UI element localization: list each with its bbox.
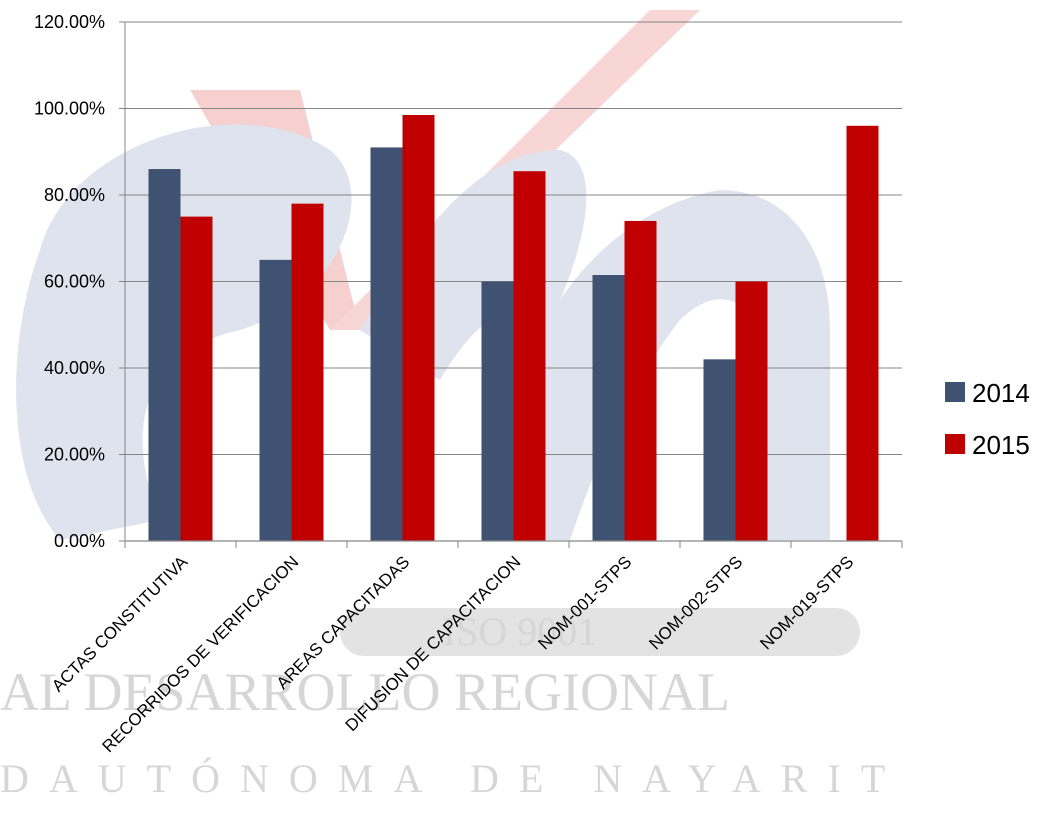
y-tick-label: 80.00% — [44, 185, 105, 205]
bar-2015 — [402, 114, 435, 542]
bar-2014 — [148, 169, 181, 542]
y-tick-label: 0.00% — [54, 531, 105, 551]
bar-2014 — [370, 147, 403, 542]
watermark-line1: AL DESARROLLO REGIONAL — [0, 662, 730, 722]
legend-swatch-2014 — [945, 382, 965, 402]
bar-2015 — [735, 281, 768, 541]
watermark-badge-text: ISO 9001 — [443, 609, 597, 654]
y-tick-label: 100.00% — [34, 99, 105, 119]
bar-2014 — [259, 259, 292, 541]
watermark-badge — [340, 608, 860, 656]
bar-2014 — [481, 281, 514, 541]
legend-label-2015: 2015 — [972, 430, 1030, 460]
y-axis-ticks: 0.00% 20.00% 40.00% 60.00% 80.00% 100.00% 120.… — [34, 12, 125, 551]
legend-label-2014: 2014 — [972, 378, 1030, 408]
bar-2014 — [592, 275, 625, 541]
legend-swatch-2015 — [945, 434, 965, 454]
y-tick-label: 20.00% — [44, 445, 105, 465]
y-tick-label: 120.00% — [34, 12, 105, 32]
bar-2015 — [291, 203, 324, 541]
y-tick-label: 60.00% — [44, 272, 105, 292]
bars — [148, 114, 879, 542]
bar-2014 — [703, 359, 736, 541]
legend: 2014 2015 — [945, 378, 1030, 460]
bar-2015 — [846, 125, 879, 542]
bar-2015 — [513, 171, 546, 541]
bar-2015 — [624, 220, 657, 541]
y-tick-label: 40.00% — [44, 358, 105, 378]
watermark-logo: ISO 9001 AL DESARROLLO REGIONAL DAUTÓNOM… — [0, 10, 905, 801]
watermark-line2: DAUTÓNOMA DE NAYARIT — [0, 756, 905, 801]
bar-2015 — [180, 216, 213, 541]
x-tick-label: RECORRIDOS DE VERIFICACION — [99, 552, 303, 756]
